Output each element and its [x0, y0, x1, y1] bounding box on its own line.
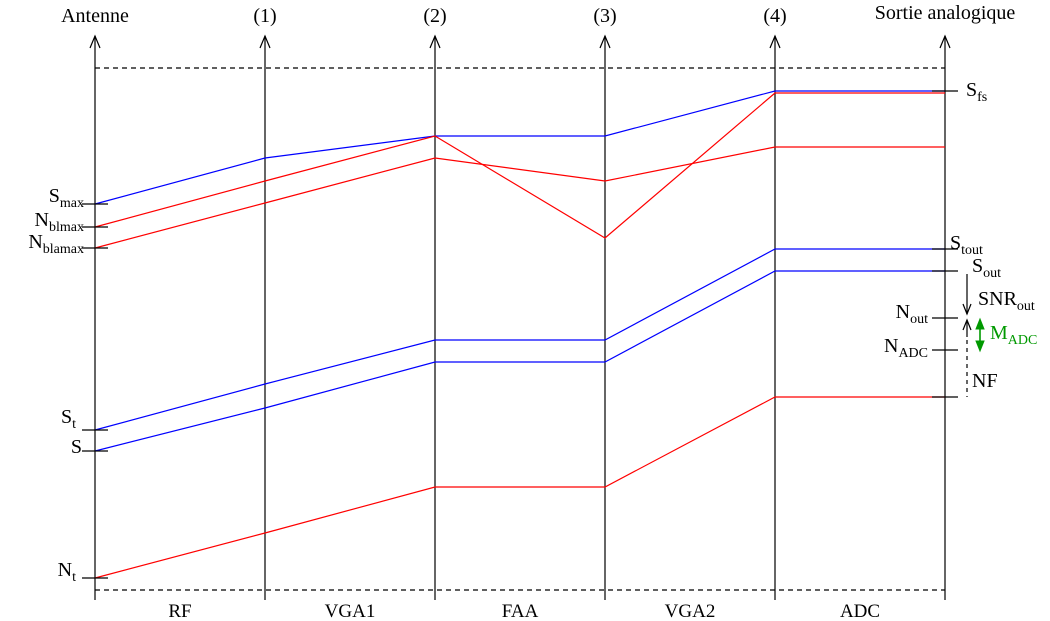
- label-st: St: [61, 406, 76, 432]
- curve-nt: [94, 396, 945, 579]
- label-point-3: (3): [593, 5, 616, 27]
- label-snrout: SNRout: [978, 288, 1035, 314]
- label-sout: Sout: [972, 255, 1001, 281]
- label-antenna: Antenne: [61, 5, 129, 27]
- label-s: S: [71, 436, 82, 458]
- label-point-1: (1): [253, 5, 276, 27]
- label-nf: NF: [972, 370, 998, 392]
- snr-arrow: [962, 274, 972, 316]
- curve-nblamax: [94, 146, 945, 249]
- label-output: Sortie analogique: [875, 2, 1016, 24]
- label-madc: MADC: [990, 322, 1037, 348]
- label-nblmax: Nblmax: [35, 209, 84, 235]
- label-nadc: NADC: [884, 335, 928, 361]
- label-stout: Stout: [950, 232, 983, 258]
- stage-adc: ADC: [840, 601, 880, 621]
- stage-faa: FAA: [502, 601, 539, 621]
- curve-sout: [94, 270, 945, 452]
- label-nt: Nt: [58, 559, 76, 585]
- stage-vga1: VGA1: [325, 601, 376, 621]
- curve-smax: [94, 90, 945, 205]
- label-smax: Smax: [49, 185, 84, 211]
- madc-double-arrow: [975, 317, 985, 353]
- curve-nblmax: [94, 92, 945, 239]
- nout-up-arrow: [962, 318, 972, 337]
- stage-rf: RF: [168, 601, 191, 621]
- label-point-4: (4): [763, 5, 786, 27]
- label-sfs: Sfs: [966, 79, 987, 105]
- curve-stout: [94, 248, 945, 431]
- label-nblamax: Nblamax: [28, 231, 84, 257]
- vertical-axes: [89, 34, 951, 600]
- label-point-2: (2): [423, 5, 446, 27]
- label-nout: Nout: [896, 301, 928, 327]
- stage-vga2: VGA2: [665, 601, 716, 621]
